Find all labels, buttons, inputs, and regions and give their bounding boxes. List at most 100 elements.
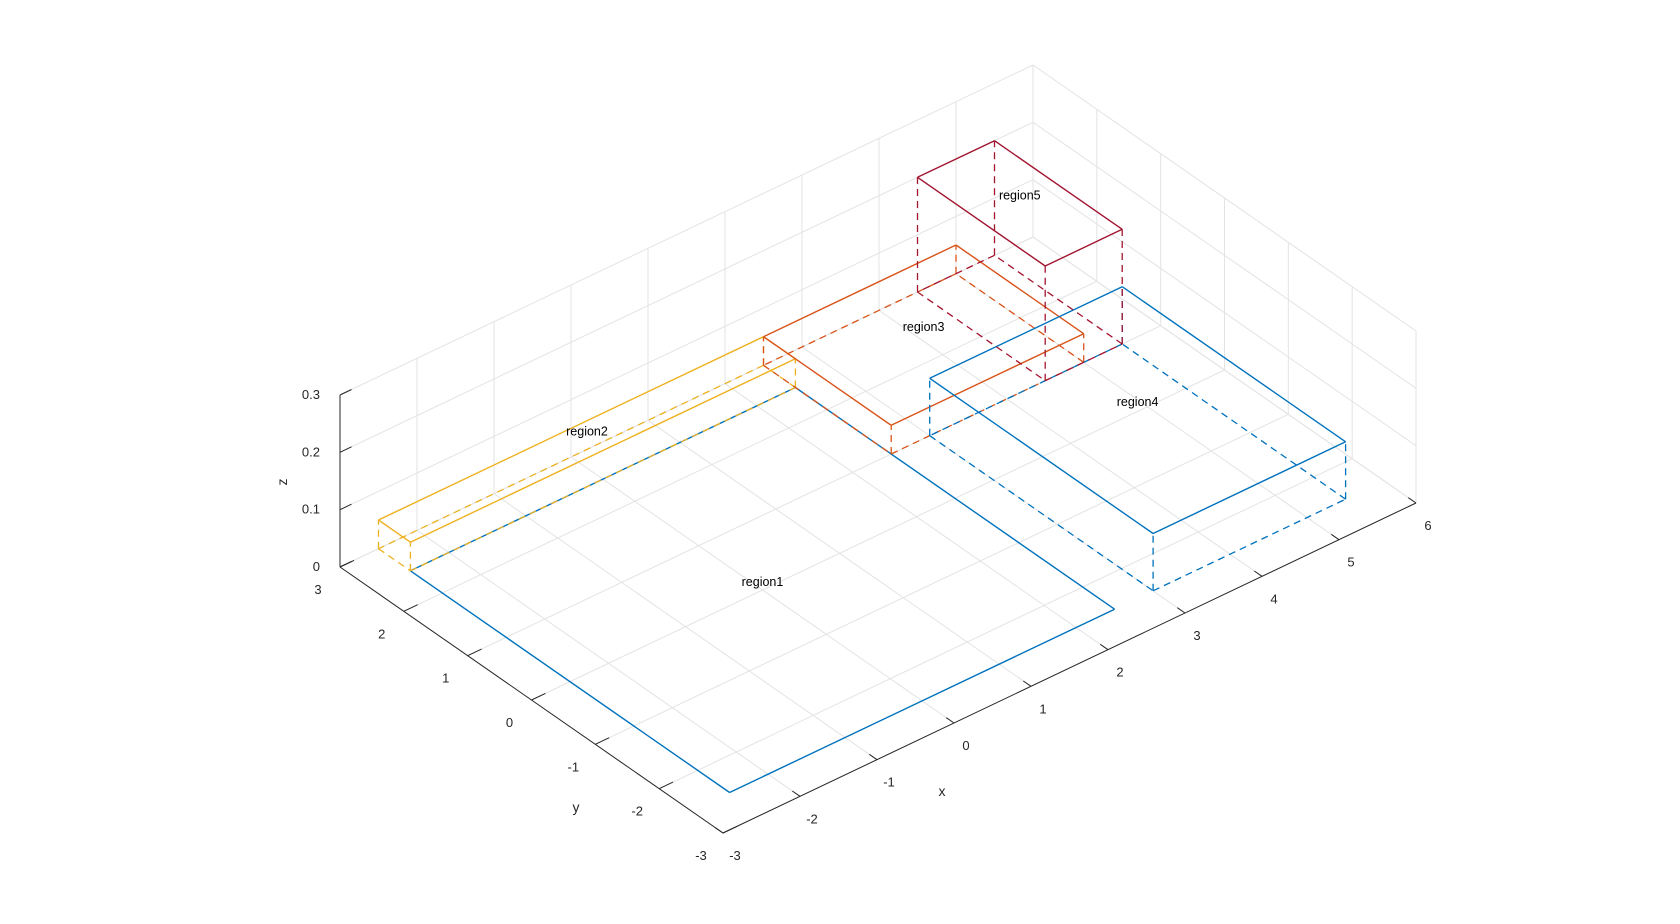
region-boxes: region1 region2 region3 region4 region5 <box>377 140 1347 794</box>
grid-line-floor-y <box>658 458 1353 790</box>
region-box-region3: region3 <box>762 244 1085 455</box>
tick-labels: -3 -2 -1 0 1 2 3 4 5 6 -3 -2 -1 0 1 2 3 0 0.1 0.2 0.3 <box>302 387 1432 863</box>
z-tick-label: 0.1 <box>302 502 320 517</box>
x-tick-mark <box>792 790 801 797</box>
z-tick-mark <box>339 561 352 568</box>
y-tick-label: 0 <box>506 715 513 730</box>
region-edge-top <box>410 358 796 543</box>
region-edge-bottom <box>917 291 1046 382</box>
grid-line-floor-y <box>531 369 1225 701</box>
grid-line-floor-y <box>403 280 1098 612</box>
region-edge-top <box>917 140 995 178</box>
region-edge-bottom <box>1121 343 1346 500</box>
y-tick-label: 1 <box>442 671 449 686</box>
x-tick-label: 0 <box>962 738 969 753</box>
region-label: region3 <box>903 320 945 334</box>
region-edge <box>410 386 796 572</box>
x-tick-mark <box>946 717 955 724</box>
y-tick-label: -1 <box>568 759 580 774</box>
x-tick-mark <box>715 827 724 834</box>
region-box-region2: region2 <box>377 336 797 572</box>
x-tick-mark <box>869 753 878 761</box>
x-tick-mark <box>1331 533 1340 541</box>
x-tick-label: -3 <box>729 848 741 863</box>
region-edge-top <box>763 336 892 426</box>
y-tick-mark <box>403 604 418 612</box>
axis-lines <box>339 389 1417 834</box>
region-edge <box>795 386 1115 610</box>
region-box-region5: region5 <box>916 140 1123 382</box>
region-edge-top <box>929 286 1123 379</box>
x-tick-label: 1 <box>1039 701 1046 716</box>
region-box-region1: region1 <box>410 386 1115 794</box>
z-tick-label: 0.2 <box>302 444 320 459</box>
y-tick-mark <box>595 737 610 745</box>
region-edge-top <box>378 336 764 521</box>
region-edge-top <box>917 176 1046 267</box>
y-tick-label: -2 <box>631 804 643 819</box>
region-edge-top <box>929 377 1154 535</box>
y-tick-mark <box>658 781 674 790</box>
y-tick-mark <box>722 825 738 834</box>
z-tick-mark <box>339 446 352 453</box>
y-tick-mark <box>467 648 482 657</box>
grid-line-back-z <box>339 64 1034 396</box>
x-tick-mark <box>1100 643 1109 651</box>
region-box-region4: region4 <box>929 286 1347 592</box>
z-axis-label: z <box>274 479 290 486</box>
region-edge-top <box>994 140 1123 230</box>
z-tick-mark <box>339 389 352 396</box>
y-tick-label: 3 <box>314 582 321 597</box>
region-edge <box>410 570 730 794</box>
x-axis-label: x <box>939 783 946 799</box>
x-axis-line <box>722 502 1417 834</box>
region-edge-top <box>955 244 1085 335</box>
region-edge-bottom <box>763 364 892 455</box>
x-tick-label: 3 <box>1193 628 1200 643</box>
region-edge-bottom <box>929 435 1154 592</box>
grid-lines <box>339 64 1417 834</box>
region-edge-bottom <box>1152 498 1346 592</box>
grid-line-side-z <box>1032 64 1417 332</box>
region-label: region5 <box>999 188 1041 202</box>
x-tick-label: 5 <box>1347 555 1354 570</box>
x-tick-mark <box>1177 607 1186 614</box>
x-tick-label: 6 <box>1424 518 1431 533</box>
z-tick-label: 0 <box>313 559 320 574</box>
region-edge-bottom <box>1044 343 1123 382</box>
grid-line-side-z <box>1032 179 1417 447</box>
grid-line-side-z <box>1032 121 1417 389</box>
y-tick-mark <box>531 692 546 701</box>
region-edge-bottom <box>378 548 411 572</box>
y-tick-label: 2 <box>378 626 385 641</box>
region-edge-top <box>890 333 1085 426</box>
grid-line-floor-y <box>595 413 1289 745</box>
region-label: region4 <box>1117 395 1159 409</box>
y-axis-label: y <box>573 799 580 815</box>
x-tick-mark <box>1023 680 1032 687</box>
x-tick-label: 2 <box>1116 665 1123 680</box>
region-label: region2 <box>566 424 608 438</box>
region-edge-top <box>1152 441 1346 535</box>
x-tick-label: 4 <box>1270 591 1277 606</box>
x-tick-mark <box>1408 497 1417 504</box>
y-tick-label: -3 <box>695 848 707 863</box>
region-edge-top <box>1121 286 1346 443</box>
z-tick-label: 0.3 <box>302 387 320 402</box>
grid-line-back-z <box>339 179 1034 511</box>
x-tick-label: -1 <box>883 775 895 790</box>
region-edge-bottom <box>763 364 796 389</box>
region-edge-top <box>1044 228 1123 267</box>
region-edge-bottom <box>955 273 1085 363</box>
x-tick-label: -2 <box>806 811 818 826</box>
region-edge <box>729 608 1115 794</box>
region-edge-top <box>378 519 411 543</box>
z-tick-mark <box>339 503 352 511</box>
region-label: region1 <box>742 575 784 589</box>
region-edge-bottom <box>917 254 995 293</box>
grid-line-side-z <box>1032 236 1417 504</box>
region-edge-top <box>763 244 957 338</box>
region-edge-bottom <box>994 254 1123 345</box>
x-tick-mark <box>1254 570 1263 577</box>
